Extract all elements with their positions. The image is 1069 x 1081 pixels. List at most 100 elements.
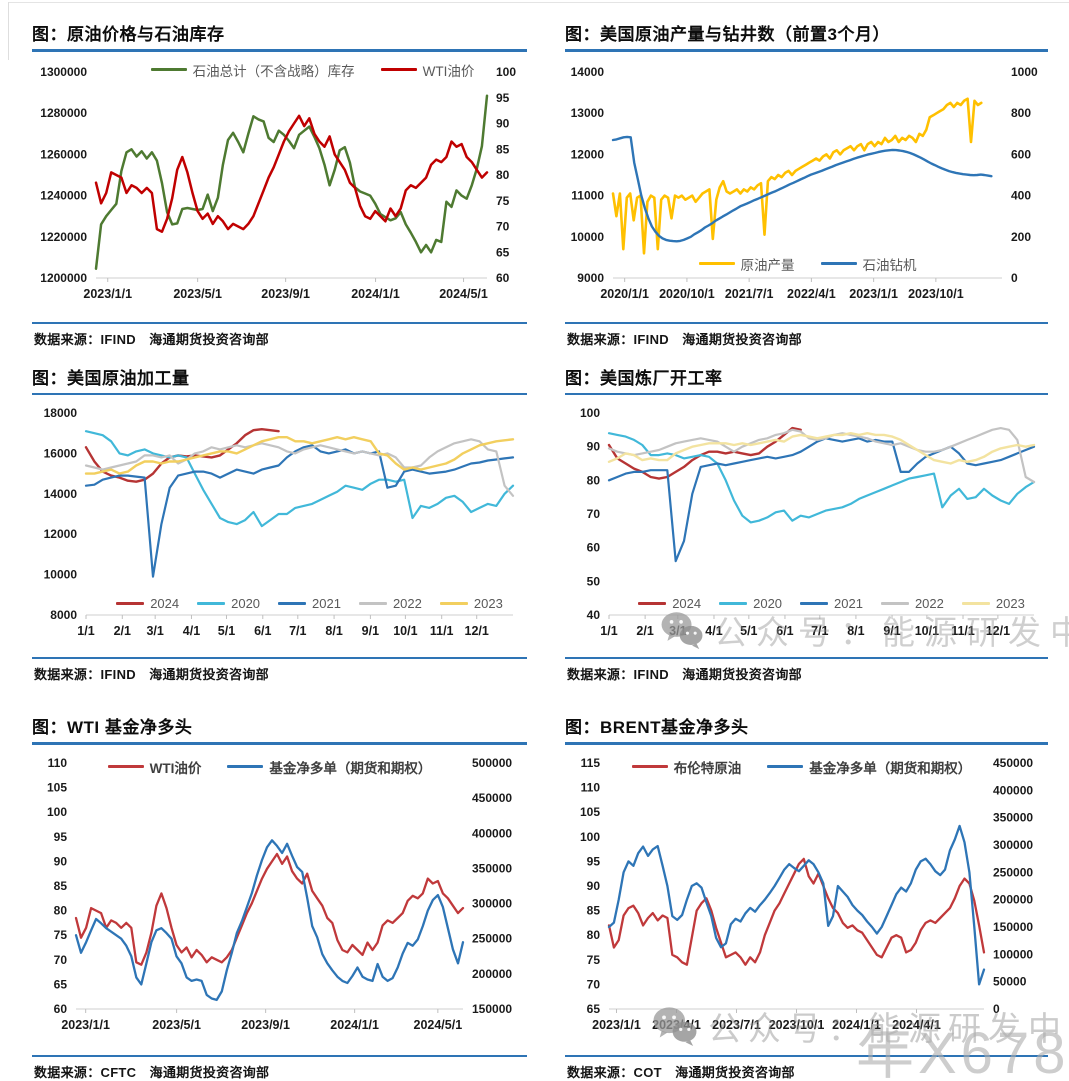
y-left-tick-label: 1240000 [40, 188, 87, 202]
x-tick-label: 7/1 [289, 624, 306, 638]
x-tick-label: 11/1 [430, 624, 454, 638]
x-tick-label: 10/1 [915, 624, 939, 638]
y-left-tick-label: 100 [47, 805, 67, 819]
title-rule [565, 49, 1048, 52]
y-right-tick-label: 65 [496, 245, 510, 259]
chart-svg: 2023/1/1 2023/5/1 2023/9/1 2024/1/1 2024/5/1… [47, 756, 512, 1032]
y-right-tick-label: 800 [1011, 106, 1031, 120]
panel-title: 图：原油价格与石油库存 [32, 25, 225, 44]
source-rule [565, 1054, 1048, 1057]
y-right-tick-label: 350000 [472, 861, 512, 875]
x-tick-label: 6/1 [254, 624, 271, 638]
series-line-2020 [607, 432, 1036, 524]
y-right-tick-label: 80 [496, 168, 510, 182]
series-line-2023 [84, 436, 515, 475]
y-right-tick-label: 0 [993, 1002, 1000, 1016]
y-left-tick-label: 14000 [44, 487, 78, 501]
x-tick-label: 4/1 [705, 624, 722, 638]
x-tick-label: 7/1 [811, 624, 828, 638]
y-left-tick-label: 10000 [571, 229, 605, 243]
x-tick-label: 3/1 [146, 624, 163, 638]
data-source: 数据来源：COT 海通期货投资咨询部 [567, 1064, 795, 1080]
x-tick-label: 12/1 [986, 624, 1010, 638]
panel-title: 图：美国炼厂开工率 [565, 368, 723, 388]
series-line-基金净多单（期货和期权） [74, 838, 465, 1001]
y-right-tick-label: 250000 [472, 931, 512, 945]
y-left-tick-label: 12000 [571, 147, 605, 161]
y-left-tick-label: 1220000 [40, 229, 87, 243]
source-rule [32, 657, 527, 659]
chart-canvas-crude-runs: 1/1 2/1 3/1 4/1 5/1 6/1 7/1 8/1 9/1 10/1 11/1 12/1 8… [32, 401, 527, 653]
y-left-tick-label: 8000 [50, 608, 77, 622]
x-tick-label: 2022/4/1 [787, 287, 836, 301]
x-tick-label: 2023/4/1 [652, 1018, 701, 1032]
y-right-tick-label: 150000 [993, 920, 1033, 934]
panel-wti-net-long: 图：WTI 基金净多头 2023/1/1 2023/5/1 2023/9/1 2024… [32, 703, 527, 1081]
series-line-原油产量 [611, 97, 983, 255]
data-source: 数据来源：IFIND 海通期货投资咨询部 [567, 667, 802, 682]
y-left-tick-label: 14000 [571, 65, 605, 79]
x-tick-label: 2021/7/1 [725, 287, 774, 301]
row-3: 图：WTI 基金净多头 2023/1/1 2023/5/1 2023/9/1 2024… [32, 703, 1048, 1081]
x-tick-label: 9/1 [362, 624, 379, 638]
panel-crude-runs: 图：美国原油加工量 1/1 2/1 3/1 4/1 5/1 6/1 7/1 8/1 9/1 10/… [32, 354, 527, 690]
x-tick-label: 2023/1/1 [61, 1018, 110, 1032]
y-left-tick-label: 65 [587, 1002, 601, 1016]
data-source: 数据来源：CFTC 海通期货投资咨询部 [34, 1064, 270, 1080]
data-source: 数据来源：IFIND 海通期货投资咨询部 [34, 331, 269, 347]
y-right-tick-label: 200000 [993, 892, 1033, 906]
y-left-tick-label: 95 [54, 829, 68, 843]
y-right-tick-label: 400000 [472, 826, 512, 840]
y-left-tick-label: 9000 [577, 271, 604, 285]
y-left-tick-label: 110 [48, 756, 68, 770]
title-rule [565, 742, 1048, 745]
series-line-石油钻机 [611, 135, 993, 242]
y-left-tick-label: 90 [587, 440, 601, 454]
y-right-tick-label: 300000 [993, 838, 1033, 852]
x-tick-label: 4/1 [183, 624, 200, 638]
y-left-tick-label: 80 [54, 903, 68, 917]
title-rule [32, 392, 527, 395]
y-right-tick-label: 400 [1011, 188, 1031, 202]
y-right-tick-label: 300000 [472, 896, 512, 910]
x-tick-label: 2023/10/1 [908, 287, 964, 301]
series-line-石油总计（不含战略）库存 [94, 93, 489, 270]
x-tick-label: 11/1 [951, 624, 975, 638]
y-left-tick-label: 85 [54, 879, 68, 893]
series-line-2022 [84, 438, 515, 497]
x-tick-label: 2020/1/1 [600, 287, 649, 301]
y-right-tick-label: 60 [496, 271, 510, 285]
y-right-tick-label: 500000 [472, 756, 512, 770]
y-left-tick-label: 100 [580, 829, 600, 843]
y-left-tick-label: 80 [587, 473, 601, 487]
x-tick-label: 2024/1/1 [832, 1018, 881, 1032]
y-right-tick-label: 100000 [993, 947, 1033, 961]
y-left-tick-label: 95 [587, 854, 601, 868]
x-tick-label: 2/1 [114, 624, 131, 638]
y-left-tick-label: 50 [587, 574, 601, 588]
y-right-tick-label: 200 [1011, 229, 1031, 243]
y-left-tick-label: 1200000 [40, 271, 87, 285]
y-left-tick-label: 90 [54, 854, 68, 868]
y-left-tick-label: 70 [587, 977, 601, 991]
y-right-tick-label: 50000 [993, 974, 1027, 988]
y-right-tick-label: 250000 [993, 865, 1033, 879]
x-tick-label: 5/1 [218, 624, 235, 638]
data-source: 数据来源：IFIND 海通期货投资咨询部 [34, 667, 269, 682]
y-right-tick-label: 400000 [993, 783, 1033, 797]
chart-svg: 1/1 2/1 3/1 4/1 5/1 6/1 7/1 8/1 9/1 10/1 11/1 12/1 8… [44, 406, 515, 638]
y-left-tick-label: 80 [587, 928, 601, 942]
x-tick-label: 2023/9/1 [241, 1018, 290, 1032]
y-right-tick-label: 450000 [993, 756, 1033, 770]
y-right-tick-label: 75 [496, 193, 510, 207]
charts-grid: 图：原油价格与石油库存 2023/1/1 2023/5/1 2023/9/1 2024… [32, 10, 1048, 1081]
chart-canvas-crude-price-inventory: 2023/1/1 2023/5/1 2023/9/1 2024/1/1 2024/5/1… [32, 58, 527, 318]
y-left-tick-label: 105 [580, 805, 600, 819]
chart-canvas-production-rigs: 2020/1/1 2020/10/1 2021/7/1 2022/4/1 2023/1/… [565, 58, 1048, 318]
x-tick-label: 6/1 [776, 624, 793, 638]
y-left-tick-label: 1260000 [40, 147, 87, 161]
y-left-tick-label: 1280000 [40, 106, 87, 120]
y-right-tick-label: 95 [496, 90, 510, 104]
x-tick-label: 8/1 [847, 624, 864, 638]
panel-crude-price-inventory: 图：原油价格与石油库存 2023/1/1 2023/5/1 2023/9/1 2024… [32, 10, 527, 354]
